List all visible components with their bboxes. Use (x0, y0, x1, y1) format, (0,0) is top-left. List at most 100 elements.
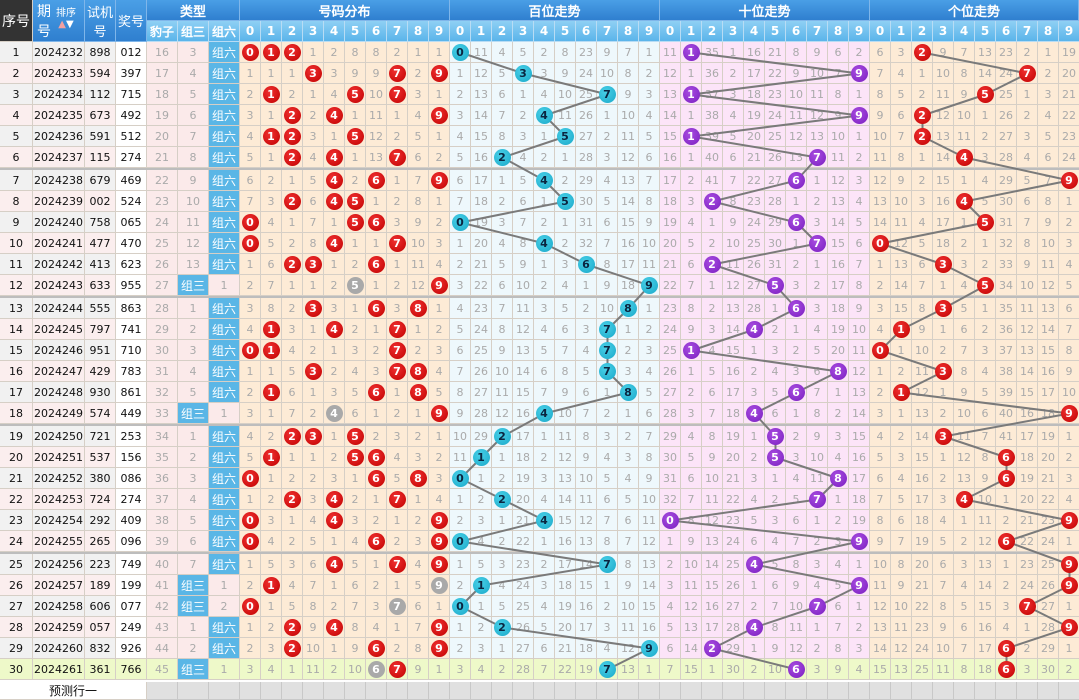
number-ball: 5 (346, 448, 364, 466)
row-ge-cell: 9 (1017, 254, 1038, 275)
row-bai-cell: 11 (450, 447, 471, 468)
footer-predict-cell[interactable] (534, 682, 555, 700)
row-bai-cell: 18 (555, 575, 576, 596)
row-dist-cell: 1 (408, 319, 429, 340)
footer-predict-cell[interactable] (492, 682, 513, 700)
row-bai-cell: 5 (597, 468, 618, 489)
row-type-label: 组六 (209, 426, 240, 447)
row-shi-cell: 3 (765, 340, 786, 361)
footer-predict-cell[interactable] (147, 682, 178, 700)
header-type-1: 组三 (178, 21, 209, 42)
row-dist-cell: 2 (387, 126, 408, 147)
footer-predict-cell[interactable] (429, 682, 450, 700)
footer-predict-cell[interactable] (178, 682, 209, 700)
row-ge-cell: 19 (1038, 426, 1059, 447)
row-shi-cell: 9 (807, 42, 828, 63)
footer-predict-cell[interactable] (975, 682, 996, 700)
footer-predict-cell[interactable] (933, 682, 954, 700)
row-ge-cell: 9 (891, 170, 912, 191)
number-ball: 1 (262, 43, 280, 61)
row-shi-cell: 29 (723, 638, 744, 659)
row-ge-cell: 2 (912, 170, 933, 191)
footer-predict-cell[interactable] (209, 682, 240, 700)
footer-predict-cell[interactable] (891, 682, 912, 700)
header-issue[interactable]: 期号排序 ▲▼ (33, 0, 85, 42)
row-dist-cell: 1 (387, 254, 408, 275)
footer-predict-cell[interactable] (366, 682, 387, 700)
row-dist-cell: 1 (261, 361, 282, 382)
row-zusan-miss: 12 (178, 233, 209, 254)
footer-predict-cell[interactable] (387, 682, 408, 700)
number-ball: 5 (346, 192, 364, 210)
row-dist-cell: 7 (387, 319, 408, 340)
row-zusan-miss: 9 (178, 170, 209, 191)
row-ge-cell: 11 (954, 126, 975, 147)
footer-predict-cell[interactable] (723, 682, 744, 700)
footer-predict-cell[interactable] (597, 682, 618, 700)
row-dist-cell: 1 (387, 170, 408, 191)
footer-predict-cell[interactable] (681, 682, 702, 700)
row-dist-cell: 4 (324, 84, 345, 105)
footer-predict-cell[interactable] (1017, 682, 1038, 700)
footer-predict-cell[interactable] (828, 682, 849, 700)
ge-ball: 2 (913, 106, 931, 124)
footer-predict-cell[interactable] (576, 682, 597, 700)
row-dist-cell: 1 (429, 191, 450, 212)
row-bai-cell: 13 (513, 340, 534, 361)
row-dist-cell: 6 (282, 382, 303, 403)
footer-predict-cell[interactable] (408, 682, 429, 700)
row-dist-cell: 5 (345, 84, 366, 105)
footer-predict-cell[interactable] (282, 682, 303, 700)
row-shi-cell: 5 (786, 489, 807, 510)
shi-ball: 1 (682, 341, 700, 359)
footer-predict-cell[interactable] (702, 682, 723, 700)
row-ge-cell: 14 (933, 147, 954, 168)
footer-predict-cell[interactable] (954, 682, 975, 700)
row-shi-cell: 8 (828, 638, 849, 659)
footer-predict-cell[interactable] (786, 682, 807, 700)
row-award: 086 (116, 468, 147, 489)
footer-predict-cell[interactable] (807, 682, 828, 700)
row-dist-cell: 7 (387, 489, 408, 510)
footer-predict-cell[interactable] (513, 682, 534, 700)
row-trial: 477 (85, 233, 116, 254)
footer-predict-cell[interactable] (912, 682, 933, 700)
footer-predict-cell[interactable] (996, 682, 1017, 700)
footer-predict-cell[interactable] (639, 682, 660, 700)
footer-predict-cell[interactable] (660, 682, 681, 700)
footer-predict-cell[interactable] (261, 682, 282, 700)
footer-predict-cell[interactable] (240, 682, 261, 700)
footer-predict-cell[interactable] (1038, 682, 1059, 700)
footer-predict-cell[interactable] (345, 682, 366, 700)
row-shi-cell: 6 (681, 468, 702, 489)
row-ge-cell: 3 (933, 298, 954, 319)
row-ge-cell: 7 (1059, 319, 1079, 340)
row-ge-cell: 19 (1017, 468, 1038, 489)
row-baozi-miss: 17 (147, 63, 178, 84)
number-ball: 0 (241, 469, 259, 487)
row-bai-cell: 4 (639, 361, 660, 382)
sort-toggle[interactable]: 排序 ▲▼ (56, 8, 76, 30)
header-units-digit-5: 5 (975, 21, 996, 42)
footer-predict-cell[interactable] (1059, 682, 1079, 700)
footer-predict-cell[interactable] (555, 682, 576, 700)
footer-predict-cell[interactable] (870, 682, 891, 700)
row-dist-cell: 0 (240, 531, 261, 552)
row-award: 397 (116, 63, 147, 84)
row-zusan-miss: 1 (178, 298, 209, 319)
row-seq: 2 (0, 63, 33, 84)
row-issue: 2024258 (33, 596, 85, 617)
footer-predict-cell[interactable] (849, 682, 870, 700)
row-dist-cell: 1 (261, 42, 282, 63)
footer-predict-cell[interactable] (303, 682, 324, 700)
row-ge-cell: 8 (891, 147, 912, 168)
footer-predict-cell[interactable] (450, 682, 471, 700)
row-bai-cell: 3 (513, 126, 534, 147)
footer-predict-cell[interactable] (324, 682, 345, 700)
footer-predict-cell[interactable] (618, 682, 639, 700)
row-dist-cell: 3 (324, 63, 345, 84)
footer-predict-cell[interactable] (471, 682, 492, 700)
footer-predict-cell[interactable] (765, 682, 786, 700)
footer-predict-cell[interactable] (744, 682, 765, 700)
row-bai-cell: 4 (555, 275, 576, 296)
